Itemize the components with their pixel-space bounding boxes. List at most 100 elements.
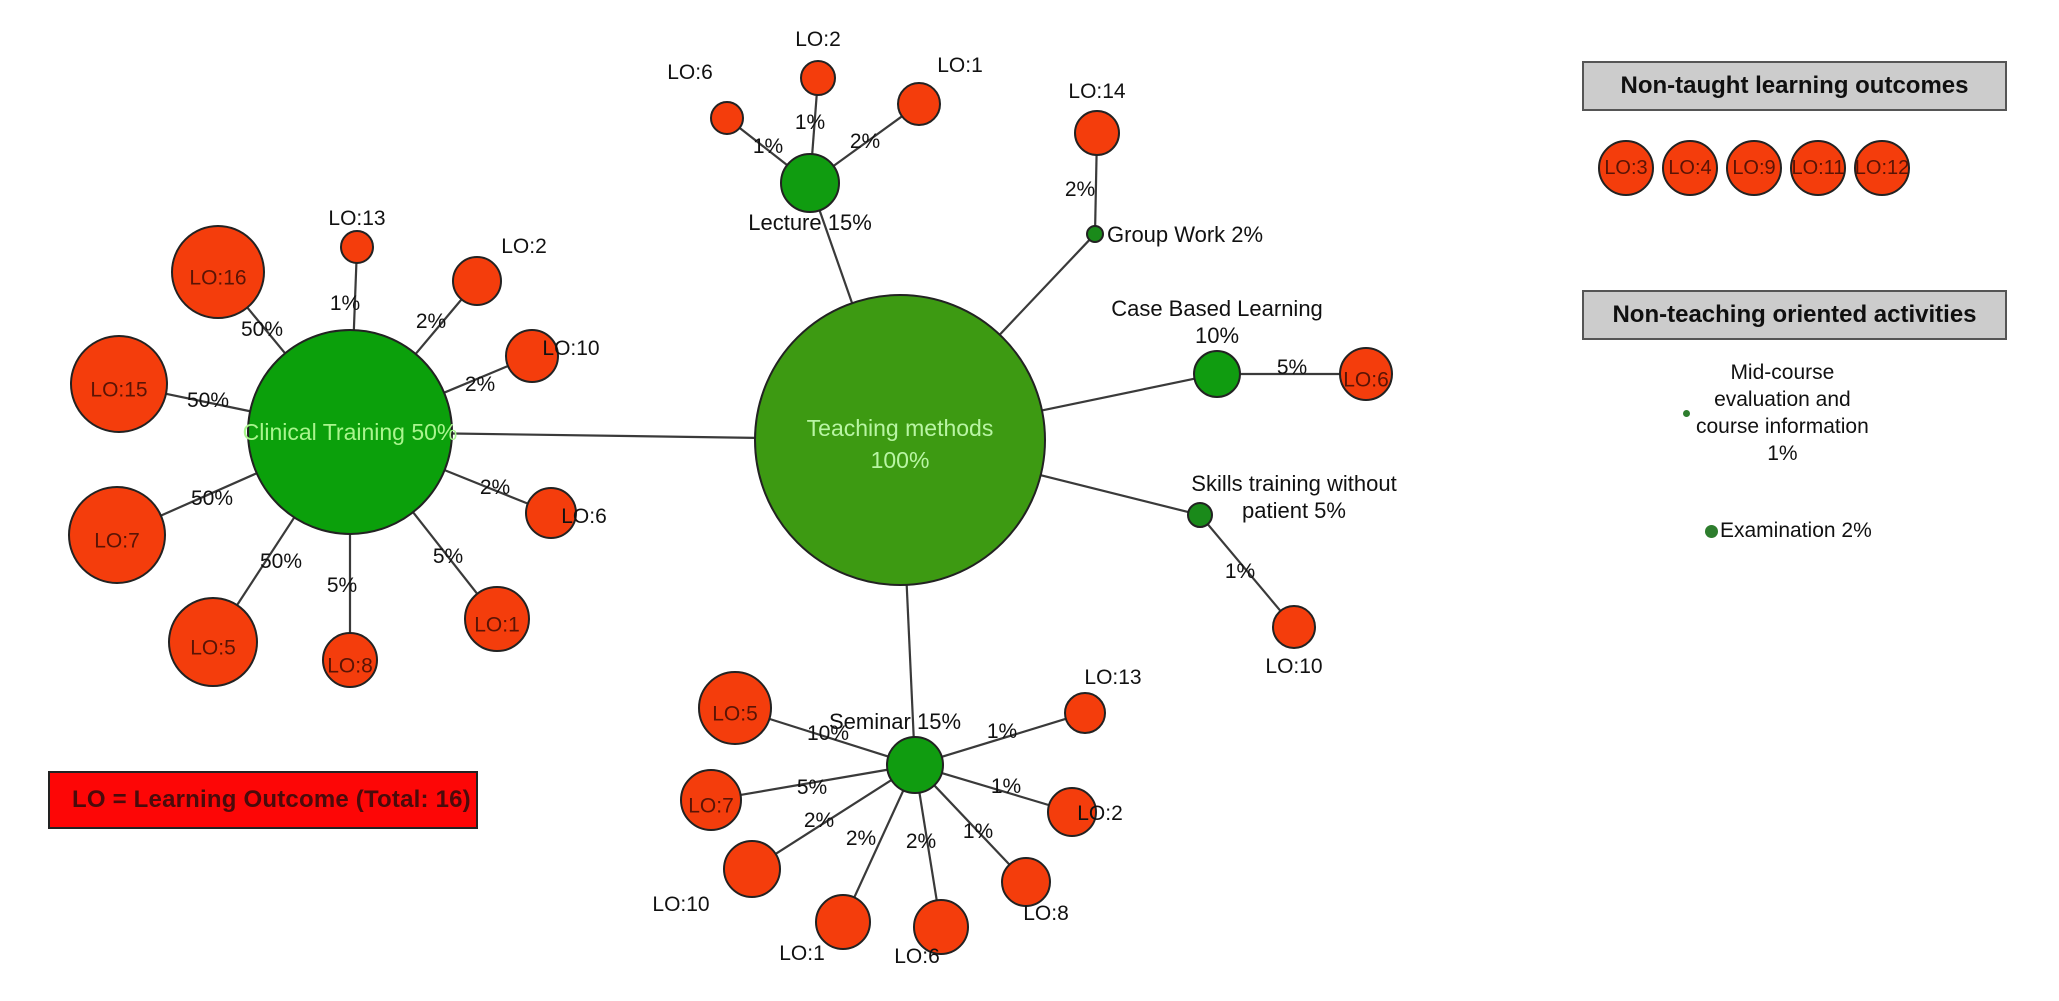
node-lo7[interactable] [680, 769, 742, 831]
node-lo16[interactable] [171, 225, 265, 319]
pct-lo7: 50% [191, 487, 233, 510]
label-lo6: LO:6 [1343, 369, 1389, 392]
edge-teaching-seminar [905, 584, 915, 738]
label-skills-training-value: patient 5% [1242, 498, 1346, 523]
pct-lo10: 1% [1225, 560, 1255, 583]
pct-lo16: 50% [241, 318, 283, 341]
node-lo1[interactable] [464, 586, 530, 652]
node-lo5[interactable] [698, 671, 772, 745]
node-lo6[interactable] [1339, 347, 1393, 401]
node-layer [68, 60, 1393, 955]
label-lo13: LO:13 [1084, 666, 1141, 689]
label-case-based-learning-value: 10% [1195, 323, 1239, 348]
label-lo1: LO:1 [937, 54, 983, 77]
edge-LO1-pct [412, 511, 479, 595]
edge-teaching-group-work [998, 239, 1091, 336]
non-taught-lo12[interactable]: LO:12 [1854, 140, 1910, 196]
label-lo7: LO:7 [94, 530, 140, 553]
edge-teaching-case-based [1041, 377, 1195, 412]
edge-LO2-pct [811, 94, 818, 155]
pct-lo6: 2% [906, 830, 936, 853]
label-lo6: LO:6 [894, 945, 940, 968]
node-lo13[interactable] [1064, 692, 1106, 734]
hub-seminar[interactable] [886, 736, 944, 794]
node-lo8[interactable] [1001, 857, 1051, 907]
label-clinical-training: Clinical Training 50% [243, 419, 458, 445]
label-lo14: LO:14 [1068, 80, 1126, 103]
node-lo1[interactable] [897, 82, 941, 126]
activity-examination: Examination 2% [1705, 518, 1872, 545]
label-lo8: LO:8 [327, 655, 373, 678]
node-lo10[interactable] [1272, 605, 1316, 649]
node-lo13[interactable] [340, 230, 374, 264]
edge-LO8-pct [933, 784, 1011, 866]
node-lo6[interactable] [710, 101, 744, 135]
edge-layer [160, 94, 1340, 901]
pct-lo6: 5% [1277, 356, 1307, 379]
edge-LO10-pct [1206, 523, 1282, 612]
pct-lo2: 1% [991, 775, 1021, 798]
pct-lo5: 50% [260, 550, 302, 573]
label-teaching-methods-value: 100% [871, 447, 930, 473]
node-lo2[interactable] [800, 60, 836, 96]
pct-lo7: 5% [797, 776, 827, 799]
edge-LO7-pct [160, 472, 258, 517]
label-lo5: LO:5 [190, 637, 236, 660]
node-lo6[interactable] [525, 487, 577, 539]
edge-LO6-pct [444, 469, 529, 505]
node-lo5[interactable] [168, 597, 258, 687]
hub-clinical-training[interactable] [247, 329, 453, 535]
hub-teaching-methods[interactable] [754, 294, 1046, 586]
label-lo15: LO:15 [90, 379, 147, 402]
pct-lo10: 2% [804, 809, 834, 832]
label-lo2: LO:2 [1077, 802, 1123, 825]
green-dot-icon [1705, 524, 1718, 538]
label-lo1: LO:1 [779, 942, 825, 965]
non-taught-outcomes-list: LO:3 LO:4 LO:9 LO:11 LO:12 [1598, 140, 1910, 196]
pct-lo5: 10% [807, 722, 849, 745]
label-layer: LO:16 50% LO:13 1% LO:2 2% LO:10 2% LO:15 50% LO:6… [90, 28, 1396, 968]
label-lo1: LO:1 [474, 614, 520, 637]
node-lo7[interactable] [68, 486, 166, 584]
pct-lo10: 2% [465, 373, 495, 396]
edge-teaching-lecture [818, 210, 854, 304]
label-lo13: LO:13 [328, 207, 385, 230]
label-lo2: LO:2 [501, 235, 547, 258]
label-lo7: LO:7 [688, 795, 734, 818]
hub-lecture[interactable] [780, 153, 840, 213]
node-lo15[interactable] [70, 335, 168, 433]
node-lo14[interactable] [1074, 110, 1120, 156]
node-lo10[interactable] [505, 329, 559, 383]
edge-LO16-pct [246, 306, 286, 355]
pct-lo2: 1% [795, 111, 825, 134]
edge-LO13-pct [941, 717, 1067, 758]
node-lo10[interactable] [723, 840, 781, 898]
node-lo6[interactable] [913, 899, 969, 955]
non-taught-lo11[interactable]: LO:11 [1790, 140, 1846, 196]
node-lo2[interactable] [1047, 787, 1097, 837]
label-teaching-methods: Teaching methods [807, 415, 994, 441]
node-lo1[interactable] [815, 894, 871, 950]
edge-LO13-pct [352, 262, 358, 331]
edge-LO5-pct [236, 516, 296, 606]
non-taught-lo3[interactable]: LO:3 [1598, 140, 1654, 196]
node-lo8[interactable] [322, 632, 378, 688]
edge-LO2-pct [414, 298, 463, 355]
hub-skills-training[interactable] [1187, 502, 1213, 528]
pct-lo14: 2% [1065, 178, 1095, 201]
pct-lo2: 2% [416, 310, 446, 333]
non-taught-lo9[interactable]: LO:9 [1726, 140, 1782, 196]
node-lo2[interactable] [452, 256, 502, 306]
hub-case-based-learning[interactable] [1193, 350, 1241, 398]
panel-title-non-teaching: Non-teaching oriented activities [1582, 290, 2007, 340]
edge-LO5-pct [768, 717, 889, 758]
hub-group-work[interactable] [1086, 225, 1104, 243]
activity-label: Mid-course evaluation and course informa… [1696, 361, 1869, 465]
non-taught-lo4[interactable]: LO:4 [1662, 140, 1718, 196]
edge-LO2-pct [941, 771, 1050, 807]
label-case-based-learning: Case Based Learning [1111, 296, 1323, 321]
label-lecture: Lecture 15% [748, 210, 872, 235]
edge-LO6-pct [738, 126, 788, 166]
